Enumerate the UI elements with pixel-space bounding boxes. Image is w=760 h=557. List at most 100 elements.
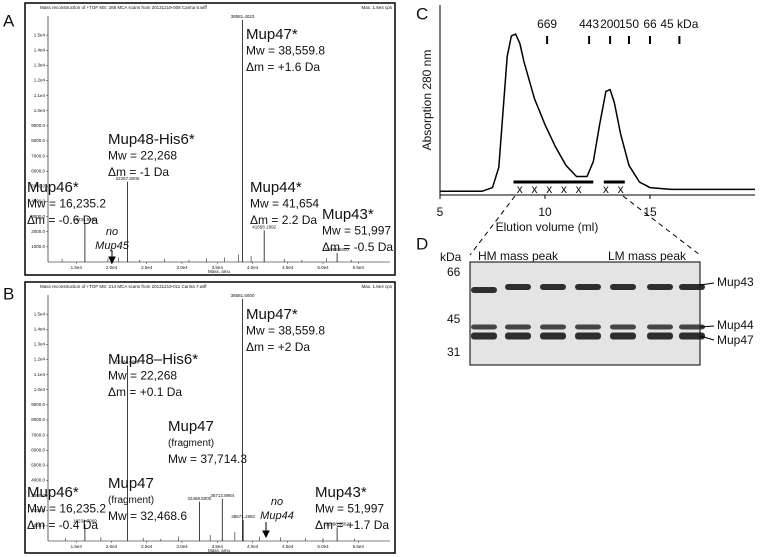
gel-band-label: Mup47 — [717, 333, 754, 347]
annotation: Mup44* — [250, 179, 302, 196]
peak-label: 22266.9996 — [116, 360, 140, 365]
peak-label: 41658.1992 — [252, 224, 276, 229]
annotation: Mw = 22,268 — [108, 149, 177, 163]
gel-marker: 45 — [447, 312, 461, 326]
label-line — [699, 335, 715, 341]
header: Mass reconstruction of +TOF MS: 214 MCA … — [40, 284, 207, 289]
y-tick-label: 8000.0 — [31, 417, 45, 422]
gel-band — [575, 284, 601, 290]
gel-band — [679, 284, 705, 290]
gel-band — [575, 332, 601, 340]
annotation: Δm = -0.6 Da — [27, 213, 98, 227]
connector — [469, 195, 516, 256]
x-tick-label: 1.5e4 — [71, 265, 83, 270]
x-tick-label: 4.0e4 — [247, 265, 259, 270]
annotation: (fragment) — [168, 438, 214, 449]
size-marker-label: 443 — [579, 17, 599, 31]
annotation: Mw = 51,997 — [322, 224, 391, 238]
peak-label: 51998.5562 — [325, 522, 349, 527]
fraction: x — [603, 182, 609, 196]
size-marker-label: 200 — [600, 17, 620, 31]
gel-band-label: Mup44 — [717, 318, 754, 332]
x-tick-label: 4.5e4 — [282, 265, 294, 270]
peak-label: 16234.5986 — [73, 217, 97, 222]
gel-band — [610, 332, 636, 340]
y-tick-label: 5000.0 — [31, 463, 45, 468]
x-tick-label: 3.5e4 — [212, 265, 224, 270]
annotation: Δm = +0.1 Da — [108, 385, 182, 399]
label-line — [699, 325, 715, 328]
annotation: Δm = +1.6 Da — [246, 60, 320, 74]
annotation: Δm = -1 Da — [108, 165, 169, 179]
elution-curve — [440, 33, 755, 193]
x-tick-label: 5.5e4 — [353, 544, 365, 549]
peak-label: 35713.8984 — [210, 493, 234, 498]
annotation: Mup47 — [108, 475, 154, 492]
x-tick-label: 5.5e4 — [353, 265, 365, 270]
y-tick-label: 1000.0 — [31, 523, 45, 528]
annotation: Mup45 — [95, 240, 130, 252]
annotation: Δm = -0.4 Da — [27, 518, 98, 532]
panel-letter: B — [3, 284, 14, 303]
y-tick-label: 4000.0 — [31, 478, 45, 483]
y-tick-label: 1.4e4 — [34, 47, 46, 52]
gel-band — [505, 324, 531, 330]
max-label: Max. 1.6e4 cps — [361, 284, 392, 289]
y-tick-label: 1.5e4 — [34, 32, 46, 37]
y-tick-label: 1.1e4 — [34, 372, 46, 377]
annotation: no — [106, 226, 118, 238]
spectrum: Mass reconstruction of +TOF MS: 288 MCA … — [27, 5, 393, 274]
annotation: Mup43* — [315, 484, 367, 501]
x-tick-label: 4.0e4 — [247, 544, 259, 549]
x-tick-label: 2.0e4 — [106, 265, 118, 270]
annotation: Mup47* — [246, 26, 298, 43]
chromatogram: 5 10 15 Elution volume (ml) Absorption 280 n… — [420, 5, 755, 234]
annotation: Mw = 38,559.8 — [246, 44, 325, 58]
peak-label: 51998.5000 — [325, 247, 349, 252]
gel-band — [610, 324, 636, 330]
annotation: Mup43* — [322, 206, 374, 223]
annotation: Mw = 51,997 — [315, 502, 384, 516]
header: Mass reconstruction of +TOF MS: 288 MCA … — [40, 5, 208, 10]
x-tick-label: 2.5e4 — [141, 265, 153, 270]
gel-band — [647, 284, 673, 290]
annotation: Mw = 22,268 — [108, 369, 177, 383]
gel-band — [575, 324, 601, 330]
gel-band-label: Mup43 — [717, 275, 754, 289]
gel-band — [505, 332, 531, 340]
gel-band — [679, 324, 705, 330]
annotation: Δm = 2.2 Da — [250, 213, 317, 227]
y-axis-label: Absorption 280 nm — [420, 50, 434, 151]
y-tick-label: 2000.0 — [31, 229, 45, 234]
fraction: x — [576, 182, 582, 196]
gel-band — [647, 332, 673, 340]
x-axis-label: Mass, amu — [208, 548, 231, 553]
gel-band — [647, 324, 673, 330]
y-tick-label: 1.2e4 — [34, 357, 46, 362]
y-tick-label: 1000.0 — [31, 244, 45, 249]
gel-band — [540, 332, 566, 340]
x-tick-label: 2.0e4 — [106, 544, 118, 549]
y-tick-label: 7000.0 — [31, 153, 45, 158]
annotation: no — [271, 496, 283, 508]
annotation: Mw = 32,468.6 — [108, 509, 187, 523]
y-tick-label: 9000.0 — [31, 123, 45, 128]
size-marker-label: 669 — [537, 17, 557, 31]
peak-label: 22267.8005 — [116, 176, 140, 181]
gel-group: LM mass peak — [608, 249, 687, 263]
gel-image — [469, 261, 701, 366]
size-marker-label: 150 — [619, 17, 639, 31]
annotation: Mup47 — [168, 418, 214, 435]
gel-unit: kDa — [440, 250, 462, 264]
y-tick-label: 1.5e4 — [34, 311, 46, 316]
y-tick-label: 6000.0 — [31, 447, 45, 452]
size-marker-label: 66 — [643, 17, 657, 31]
y-tick-label: 1.0e4 — [34, 108, 46, 113]
annotation: Mup44 — [260, 510, 294, 522]
x-tick-label: 1.5e4 — [71, 544, 83, 549]
panel-letter: A — [3, 11, 15, 30]
x-tick-label: 15 — [643, 205, 657, 219]
y-tick-label: 1.1e4 — [34, 93, 46, 98]
x-tick-label: 5.0e4 — [317, 544, 329, 549]
